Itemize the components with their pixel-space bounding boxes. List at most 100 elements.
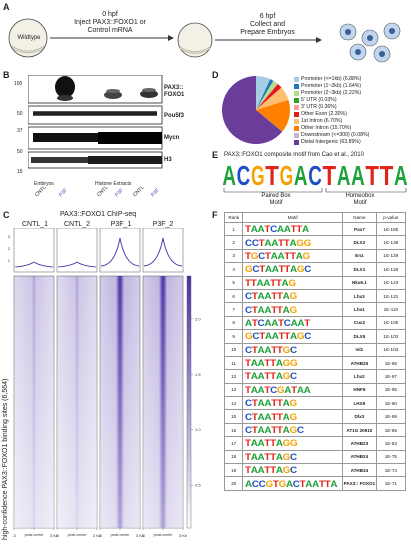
motif-brackets <box>223 188 407 193</box>
name-cell: HNF6 <box>342 382 377 398</box>
legend-item: 3' UTR (0.36%) <box>294 104 409 111</box>
table-row: 5 TTAATTAG Nkx6.1 1E-123 <box>223 275 407 290</box>
legend-text: 3' UTR (0.36%) <box>301 104 337 110</box>
legend-swatch <box>294 105 299 110</box>
pvalue-cell: 1E-103 <box>375 342 407 357</box>
heatmap-fade <box>14 276 54 528</box>
name-cell: ATHB25 <box>342 355 377 371</box>
legend-item: Other Exon (2.30%) <box>294 111 409 118</box>
x-tick: -3 <box>141 533 145 538</box>
rank-cell: 2 <box>223 235 244 250</box>
profile-tick: 2 <box>8 246 11 251</box>
col-pvalue: p-value <box>375 212 407 223</box>
name-cell: Lhx3 <box>342 288 377 304</box>
motif-logo-cell: TAATTAGC <box>242 369 344 384</box>
step1-time: 0 hpf <box>102 11 118 18</box>
rank-cell: 16 <box>223 422 244 438</box>
rank-cell: 12 <box>223 369 244 384</box>
pvalue-cell: 1E-90 <box>375 396 407 411</box>
motif-logo-cell: CTAATTAGC <box>242 422 344 438</box>
motif-logo: ATCAATCAAT <box>245 317 311 328</box>
motif-logo-cell: CTAATTAG <box>242 302 344 317</box>
lane-p3f-2: P3F <box>114 187 125 199</box>
name-cell: En1 <box>342 248 377 264</box>
motif-logo: CTAATTGC <box>245 344 298 355</box>
pie-slice <box>222 76 283 144</box>
motif-logo: TAATTAGG <box>245 358 298 369</box>
pvalue-cell: 1E-138 <box>375 235 407 250</box>
logo-letter: T <box>323 161 337 187</box>
x-tick: peak center <box>68 533 88 537</box>
legend-swatch <box>294 77 299 82</box>
profile-tick: 1 <box>8 258 11 263</box>
rank-cell: 4 <box>223 262 244 277</box>
legend-text: Promoter (1~2kb) (1.64%) <box>301 83 362 89</box>
pvalue-cell: 1E-105 <box>375 315 407 331</box>
legend-item: 5' UTR (0.03%) <box>294 97 409 104</box>
motif-logo: GCTAATTAGC <box>245 331 312 342</box>
motif-logo: TGCTAATTAG <box>245 250 311 261</box>
profile-line <box>14 261 54 268</box>
logo-letter: C <box>308 161 322 187</box>
legend-swatch <box>294 133 299 138</box>
motif-logo-cell: TAATCGATAA <box>242 382 344 398</box>
group-embryos: Embryos <box>34 181 54 187</box>
name-cell: Dlx3 <box>342 409 377 424</box>
name-cell: ATHB23 <box>342 436 377 451</box>
pie-slice <box>256 84 282 110</box>
x-tick: -3 <box>55 533 59 538</box>
homeobox-label: Homeobox Motif <box>345 193 375 206</box>
rank-cell: 14 <box>223 396 244 411</box>
table-row: 20 ACCGTGACTAATTA PAX3:: FOXO1 1E-71 <box>223 476 407 491</box>
marker-100: 100 <box>14 81 23 87</box>
rank-cell: 6 <box>223 288 244 304</box>
table-row: 7 CTAATTAG Lhx1 1E-110 <box>223 302 407 317</box>
motif-logo-cell: CTAATTAG <box>242 288 344 304</box>
table-row: 9 GCTAATTAGC DLX5 1E-103 <box>223 329 407 344</box>
legend-swatch <box>294 119 299 124</box>
motif-logo: TAATTAGC <box>245 371 298 382</box>
rank-cell: 11 <box>223 355 244 371</box>
profile-box <box>13 228 55 273</box>
wildtype-label: Wildtype <box>17 35 41 41</box>
lane-p3f-3: P3F <box>150 187 161 199</box>
pie-slice <box>256 110 283 132</box>
motif-logo: ACCGTGACTAATTA <box>245 478 338 489</box>
rank-cell: 18 <box>223 449 244 465</box>
motif-logo: TAATTAGC <box>245 465 298 476</box>
table-row: 16 CTAATTAGC AT1G 20910 1E-85 <box>223 422 407 438</box>
logo-letter: T <box>265 161 279 187</box>
name-cell: DLX1 <box>342 262 377 277</box>
pvalue-cell: 1E-75 <box>375 449 407 465</box>
profile-line <box>57 261 97 268</box>
col-motif: Motif <box>242 212 344 223</box>
logo-letter: T <box>365 161 379 187</box>
legend-text: Promoter (<=1kb) (6.88%) <box>301 76 362 82</box>
scale-tick: 0.5 <box>195 483 201 488</box>
rank-cell: 1 <box>223 221 244 237</box>
motif-logo-cell: TAATTAGG <box>242 355 344 371</box>
rank-cell: 8 <box>223 315 244 331</box>
panel-label-b: B <box>3 70 10 80</box>
rank-cell: 15 <box>223 409 244 424</box>
logo-letter: G <box>251 161 265 187</box>
table-row: 8 ATCAATCAAT Cux2 1E-105 <box>223 315 407 331</box>
logo-letter: C <box>237 161 251 187</box>
legend-item: Promoter (1~2kb) (1.64%) <box>294 83 409 90</box>
name-cell: ATHB24 <box>342 449 377 465</box>
step2-text2: Prepare Embryos <box>240 29 295 36</box>
motif-logo-cell: GCTAATTAGC <box>242 329 344 344</box>
logo-letter: T <box>380 161 394 187</box>
legend-text: Other Intron (15.70%) <box>301 125 352 131</box>
motif-logo: TTAATTAG <box>245 277 297 288</box>
legend-text: 5' UTR (0.03%) <box>301 97 337 103</box>
legend-item: Promoter (<=1kb) (6.88%) <box>294 76 409 83</box>
name-cell: LHX9 <box>342 396 377 411</box>
step1-text1: Inject PAX3::FOXO1 or <box>74 19 146 26</box>
legend-swatch <box>294 112 299 117</box>
profile-box <box>142 228 184 273</box>
col-name: Name <box>342 212 377 223</box>
motif-logo: TAATCAATTA <box>245 224 310 235</box>
motif-logo-cell: CTAATTAG <box>242 409 344 424</box>
pvalue-cell: 1E-83 <box>375 436 407 451</box>
